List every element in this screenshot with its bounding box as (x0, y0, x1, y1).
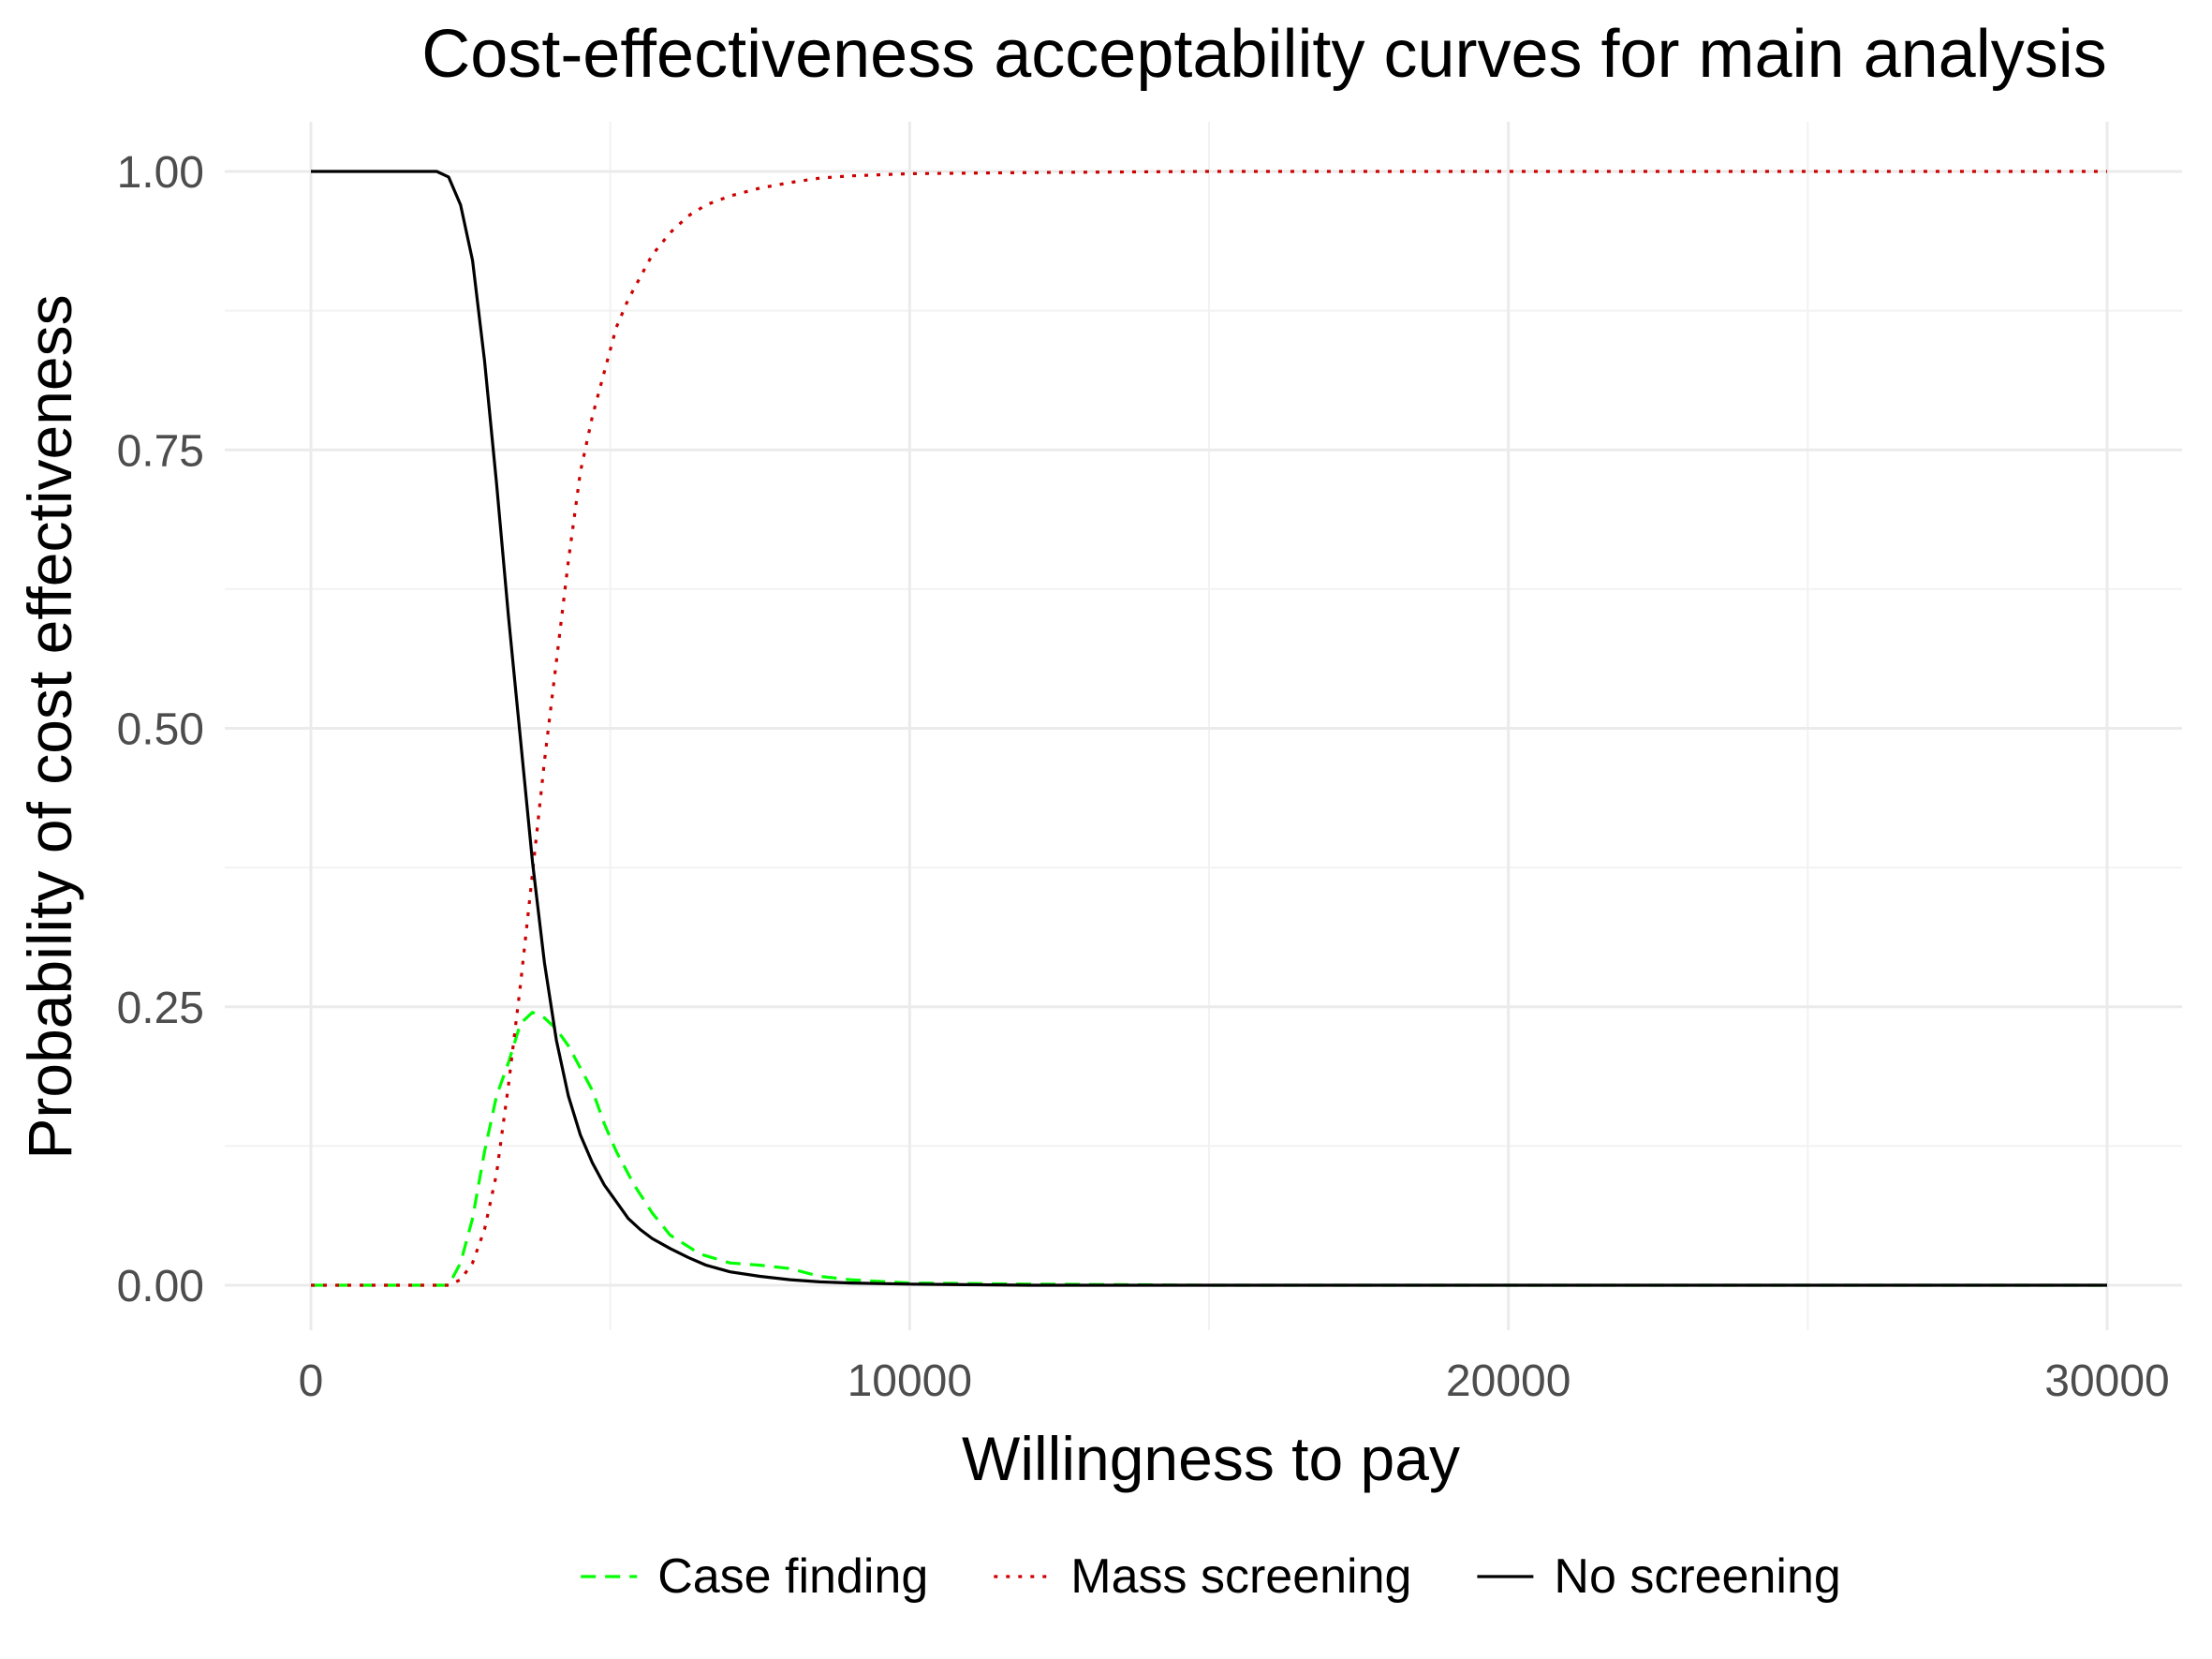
y-tick-label: 0.75 (117, 426, 204, 476)
x-tick-label: 0 (299, 1356, 324, 1406)
series-line-no-screening (311, 170, 2107, 1287)
x-tick-label: 20000 (1446, 1356, 1571, 1406)
grid-lines (225, 122, 2182, 1330)
legend-item: No screening (1477, 1549, 1841, 1604)
series-line-case-finding (311, 1011, 2107, 1287)
x-axis-title: Willingness to pay (962, 1424, 1460, 1493)
x-axis-ticks: 0 10000 20000 30000 (299, 1356, 2170, 1406)
y-tick-label: 0.50 (117, 705, 204, 755)
legend-label: Mass screening (1070, 1549, 1411, 1604)
legend-item: Case finding (581, 1549, 928, 1604)
series-lines (311, 170, 2107, 1287)
legend-label: No screening (1554, 1549, 1840, 1604)
x-tick-label: 30000 (2044, 1356, 2169, 1406)
legend: Case finding Mass screening No screening (581, 1549, 1841, 1604)
y-axis-ticks: 0.00 0.25 0.50 0.75 1.00 (117, 148, 204, 1311)
chart-title: Cost-effectiveness acceptability curves … (421, 17, 2106, 92)
y-tick-label: 1.00 (117, 148, 204, 198)
y-axis-title: Probability of cost effectiveness (15, 294, 84, 1159)
y-tick-label: 0.25 (117, 984, 204, 1033)
legend-item: Mass screening (994, 1549, 1411, 1604)
legend-label: Case finding (657, 1549, 928, 1604)
series-line-mass-screening (311, 170, 2107, 1287)
x-tick-label: 10000 (848, 1356, 972, 1406)
y-tick-label: 0.00 (117, 1262, 204, 1311)
